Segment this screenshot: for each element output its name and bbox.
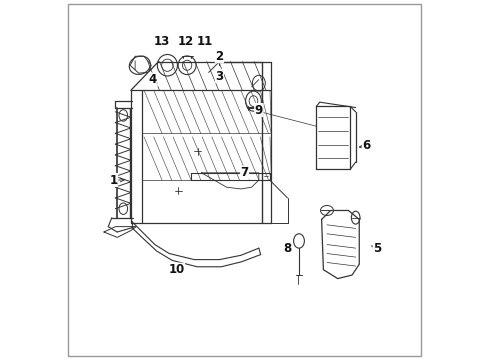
Text: 12: 12 [177, 35, 193, 49]
Text: 13: 13 [154, 35, 170, 49]
Text: 7: 7 [240, 166, 248, 179]
Text: 9: 9 [254, 104, 263, 117]
Text: 2: 2 [215, 50, 223, 63]
Text: 1: 1 [109, 174, 118, 186]
Text: 3: 3 [215, 69, 223, 82]
Text: 11: 11 [197, 35, 213, 49]
Text: 5: 5 [372, 242, 381, 255]
Text: 6: 6 [362, 139, 370, 152]
Text: 10: 10 [168, 263, 184, 276]
Text: 8: 8 [283, 242, 291, 255]
Text: 4: 4 [149, 73, 157, 86]
